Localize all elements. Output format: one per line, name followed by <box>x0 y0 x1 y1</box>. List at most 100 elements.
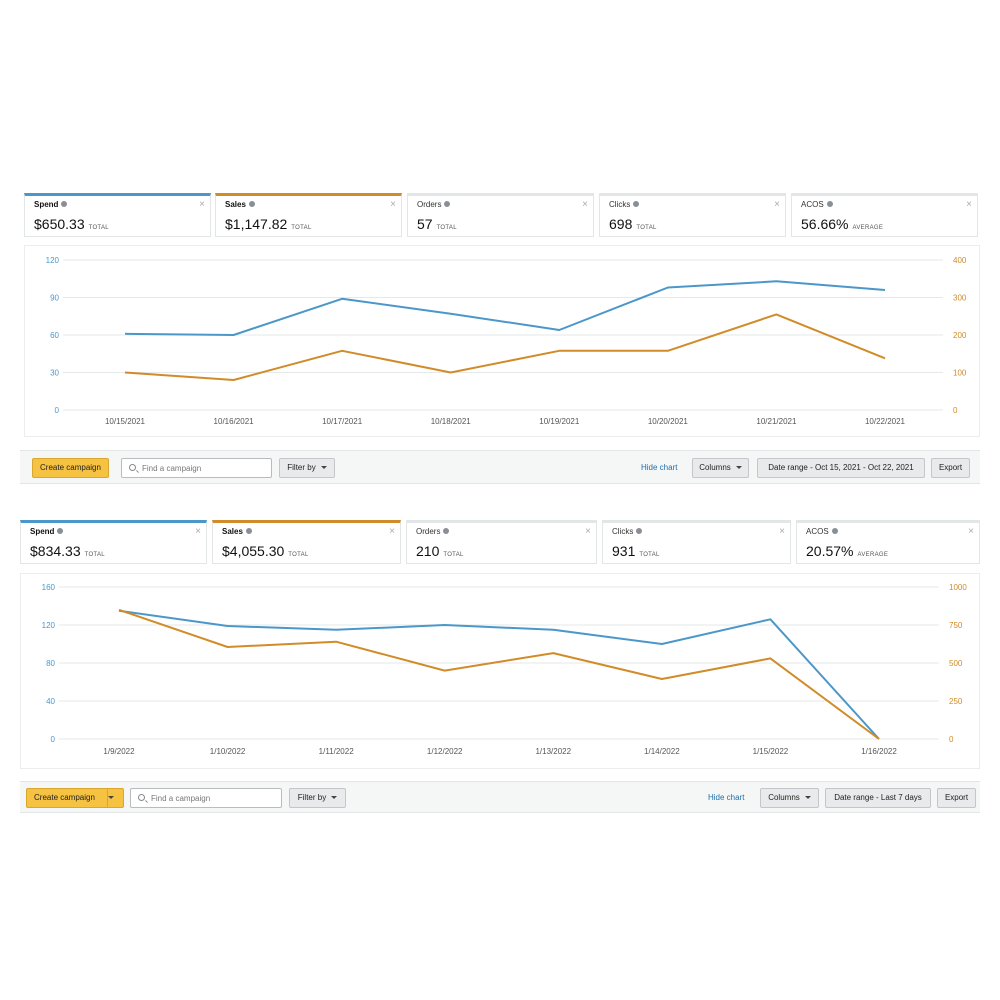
x-tick-label: 1/11/2022 <box>319 747 355 756</box>
metric-label: Spend <box>30 527 55 536</box>
metric-sub: AVERAGE <box>857 552 889 558</box>
close-icon[interactable]: × <box>389 526 395 537</box>
info-icon[interactable] <box>57 528 64 534</box>
y-right-tick-label: 500 <box>949 659 963 668</box>
date-range-button[interactable]: Date range - Last 7 days <box>825 788 931 808</box>
metric-value: 210 <box>416 543 440 559</box>
metric-sub: TOTAL <box>288 552 309 558</box>
metric-sub: TOTAL <box>84 552 105 558</box>
info-icon[interactable] <box>826 201 833 207</box>
x-tick-label: 10/22/2021 <box>865 417 906 426</box>
info-icon[interactable] <box>248 201 255 207</box>
create-campaign-button[interactable]: Create campaign <box>32 458 109 478</box>
close-icon[interactable]: × <box>195 526 201 537</box>
filter-by-dropdown[interactable]: Filter by <box>289 788 346 808</box>
close-icon[interactable]: × <box>774 199 780 210</box>
metric-card-clicks[interactable]: Clicks 931 TOTAL × <box>602 520 791 564</box>
x-tick-label: 10/20/2021 <box>648 417 689 426</box>
y-left-tick-label: 120 <box>46 256 60 265</box>
columns-dropdown[interactable]: Columns <box>760 788 819 808</box>
metric-card-orders[interactable]: Orders 210 TOTAL × <box>406 520 597 564</box>
metric-label: Sales <box>225 200 246 209</box>
export-button[interactable]: Export <box>931 458 970 478</box>
metric-card-spend[interactable]: Spend $650.33 TOTAL × <box>24 193 211 237</box>
sales-series-line <box>118 608 880 740</box>
metric-sub: TOTAL <box>88 225 109 231</box>
close-icon[interactable]: × <box>582 199 588 210</box>
date-range-button[interactable]: Date range - Oct 15, 2021 - Oct 22, 2021 <box>757 458 925 478</box>
chevron-down-icon <box>320 466 327 469</box>
chevron-down-icon <box>108 796 114 799</box>
export-button[interactable]: Export <box>937 788 976 808</box>
metric-sub: TOTAL <box>443 552 464 558</box>
y-right-tick-label: 250 <box>949 697 963 706</box>
metric-label: Clicks <box>612 527 634 536</box>
search-input[interactable] <box>142 460 267 476</box>
metric-card-acos[interactable]: ACOS 56.66% AVERAGE × <box>791 193 978 237</box>
campaign-search[interactable] <box>130 788 282 808</box>
metrics-row: Spend $834.33 TOTAL × Sales $4,055.30 TOTA… <box>20 513 980 573</box>
columns-label: Columns <box>768 793 800 802</box>
close-icon[interactable]: × <box>966 199 972 210</box>
y-right-tick-label: 100 <box>953 369 967 378</box>
info-icon[interactable] <box>636 528 643 534</box>
columns-dropdown[interactable]: Columns <box>692 458 749 478</box>
metric-card-spend[interactable]: Spend $834.33 TOTAL × <box>20 520 207 564</box>
x-tick-label: 1/12/2022 <box>427 747 463 756</box>
sales-series-line <box>124 313 886 381</box>
y-left-tick-label: 80 <box>46 659 55 668</box>
hide-chart-link[interactable]: Hide chart <box>708 793 745 802</box>
close-icon[interactable]: × <box>585 526 591 537</box>
y-right-tick-label: 0 <box>953 406 958 415</box>
metric-card-acos[interactable]: ACOS 20.57% AVERAGE × <box>796 520 980 564</box>
metric-sub: TOTAL <box>291 225 312 231</box>
metric-card-sales[interactable]: Sales $4,055.30 TOTAL × <box>212 520 401 564</box>
y-left-tick-label: 0 <box>55 406 60 415</box>
metric-label: Clicks <box>609 200 631 209</box>
campaign-search[interactable] <box>121 458 272 478</box>
y-right-tick-label: 200 <box>953 331 967 340</box>
close-icon[interactable]: × <box>199 199 205 210</box>
metric-value: 56.66% <box>801 216 849 232</box>
line-chart-svg: 0 40 80 120 160 0 250 500 750 1000 1/9/2022 1/10/20… <box>42 583 968 756</box>
search-input[interactable] <box>151 790 277 806</box>
metric-value: 698 <box>609 216 633 232</box>
metric-label: ACOS <box>801 200 824 209</box>
metric-value: 57 <box>417 216 433 232</box>
metric-card-orders[interactable]: Orders 57 TOTAL × <box>407 193 594 237</box>
y-right-tick-label: 1000 <box>949 583 967 592</box>
info-icon[interactable] <box>831 528 838 534</box>
x-tick-label: 1/15/2022 <box>753 747 789 756</box>
info-icon[interactable] <box>61 201 68 207</box>
create-campaign-dropdown[interactable] <box>107 789 123 807</box>
info-icon[interactable] <box>444 201 451 207</box>
close-icon[interactable]: × <box>390 199 396 210</box>
y-left-tick-label: 160 <box>42 583 56 592</box>
performance-chart: 0 40 80 120 160 0 250 500 750 1000 1/9/2022 1/10/20… <box>20 573 980 769</box>
metric-card-sales[interactable]: Sales $1,147.82 TOTAL × <box>215 193 402 237</box>
create-campaign-button[interactable]: Create campaign <box>26 788 124 808</box>
info-icon[interactable] <box>633 201 640 207</box>
metric-value: $1,147.82 <box>225 216 288 232</box>
y-right-tick-label: 750 <box>949 621 963 630</box>
metric-value: 20.57% <box>806 543 854 559</box>
close-icon[interactable]: × <box>968 526 974 537</box>
x-tick-label: 1/16/2022 <box>861 747 897 756</box>
search-icon <box>129 464 136 471</box>
y-left-tick-label: 60 <box>50 331 59 340</box>
hide-chart-link[interactable]: Hide chart <box>641 463 678 472</box>
x-tick-label: 10/17/2021 <box>322 417 363 426</box>
metric-sub: TOTAL <box>636 225 657 231</box>
info-icon[interactable] <box>443 528 450 534</box>
metric-label: Spend <box>34 200 59 209</box>
line-chart-svg: 0 30 60 90 120 0 100 200 300 400 10/15/2021 10/16/2… <box>46 256 967 426</box>
x-tick-label: 1/9/2022 <box>103 747 135 756</box>
metric-card-clicks[interactable]: Clicks 698 TOTAL × <box>599 193 786 237</box>
x-tick-label: 1/14/2022 <box>644 747 680 756</box>
info-icon[interactable] <box>245 528 252 534</box>
metric-value: $4,055.30 <box>222 543 285 559</box>
close-icon[interactable]: × <box>779 526 785 537</box>
x-tick-label: 1/10/2022 <box>210 747 246 756</box>
y-left-tick-label: 30 <box>50 369 59 378</box>
filter-by-dropdown[interactable]: Filter by <box>279 458 335 478</box>
